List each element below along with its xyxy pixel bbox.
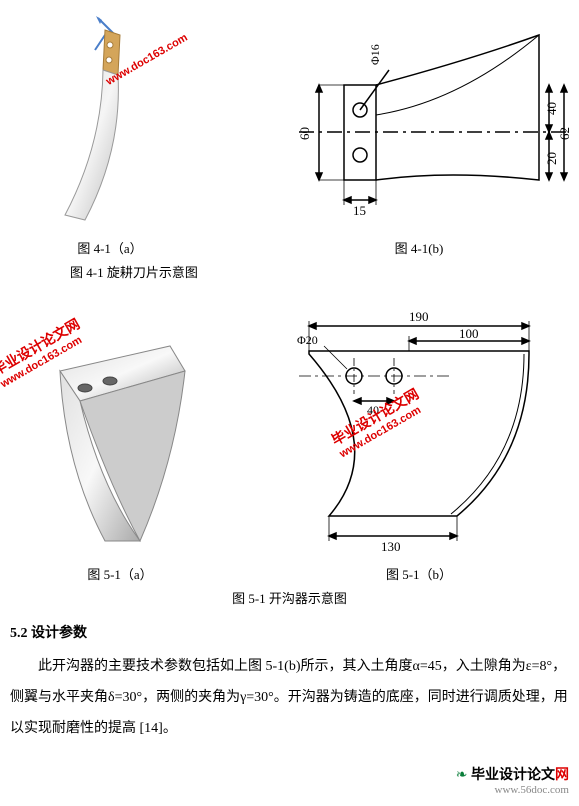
dim-40: 40: [367, 403, 379, 417]
dim-phi20: Φ20: [297, 333, 318, 347]
figure5b-svg: 190 100 Φ20 40 130: [269, 296, 569, 556]
figure5-section-caption: 图 5-1 开沟器示意图: [10, 588, 569, 607]
dim-100: 100: [459, 326, 479, 341]
section-title: 5.2 设计参数: [10, 622, 569, 642]
footer-url: www.56doc.com: [10, 784, 569, 796]
figure4-section-caption: 图 4-1 旋耕刀片示意图: [10, 262, 579, 281]
figure4a-cell: www.doc163.com 图 4-1（a）: [10, 10, 210, 257]
dim-60: 60: [297, 127, 312, 140]
dim-62: 62: [557, 127, 569, 140]
figure4b-caption: 图 4-1(b): [395, 238, 444, 257]
footer-net: 网: [555, 768, 569, 783]
section-body: 此开沟器的主要技术参数包括如上图 5-1(b)所示，其入土角度α=45，入土隙角…: [10, 652, 569, 744]
figure4b-svg: Φ16 60 15 62 40 20: [269, 30, 569, 230]
figure4-row: www.doc163.com 图 4-1（a）: [10, 10, 569, 257]
figure5a-cell: 毕业设计论文网 www.doc163.com 图 5-1（a）: [10, 316, 230, 583]
dim-phi: Φ16: [368, 44, 382, 65]
figure4b-cell: Φ16 60 15 62 40 20 图 4-1(b): [269, 30, 569, 257]
dim-20: 20: [544, 152, 559, 165]
dim-40: 40: [544, 102, 559, 115]
figure5-row: 毕业设计论文网 www.doc163.com 图 5-1（a）: [10, 296, 569, 583]
figure5a-caption: 图 5-1（a）: [87, 564, 152, 583]
dim-190: 190: [409, 309, 429, 324]
leaf-icon: ❧: [456, 768, 468, 783]
footer-logo: ❧ 毕业设计论文网 www.56doc.com: [10, 764, 569, 796]
dim-15: 15: [353, 203, 366, 218]
figure4a-caption: 图 4-1（a）: [77, 238, 142, 257]
footer-brand: 毕业设计论文: [471, 768, 555, 783]
blade-3d-render: www.doc163.com: [10, 10, 210, 230]
opener-3d-render: [10, 316, 230, 556]
figure5b-caption: 图 5-1（b）: [386, 564, 452, 583]
figure5b-cell: 190 100 Φ20 40 130 毕业设计论文网 www.doc163.co…: [269, 296, 569, 583]
dim-130: 130: [381, 539, 401, 554]
